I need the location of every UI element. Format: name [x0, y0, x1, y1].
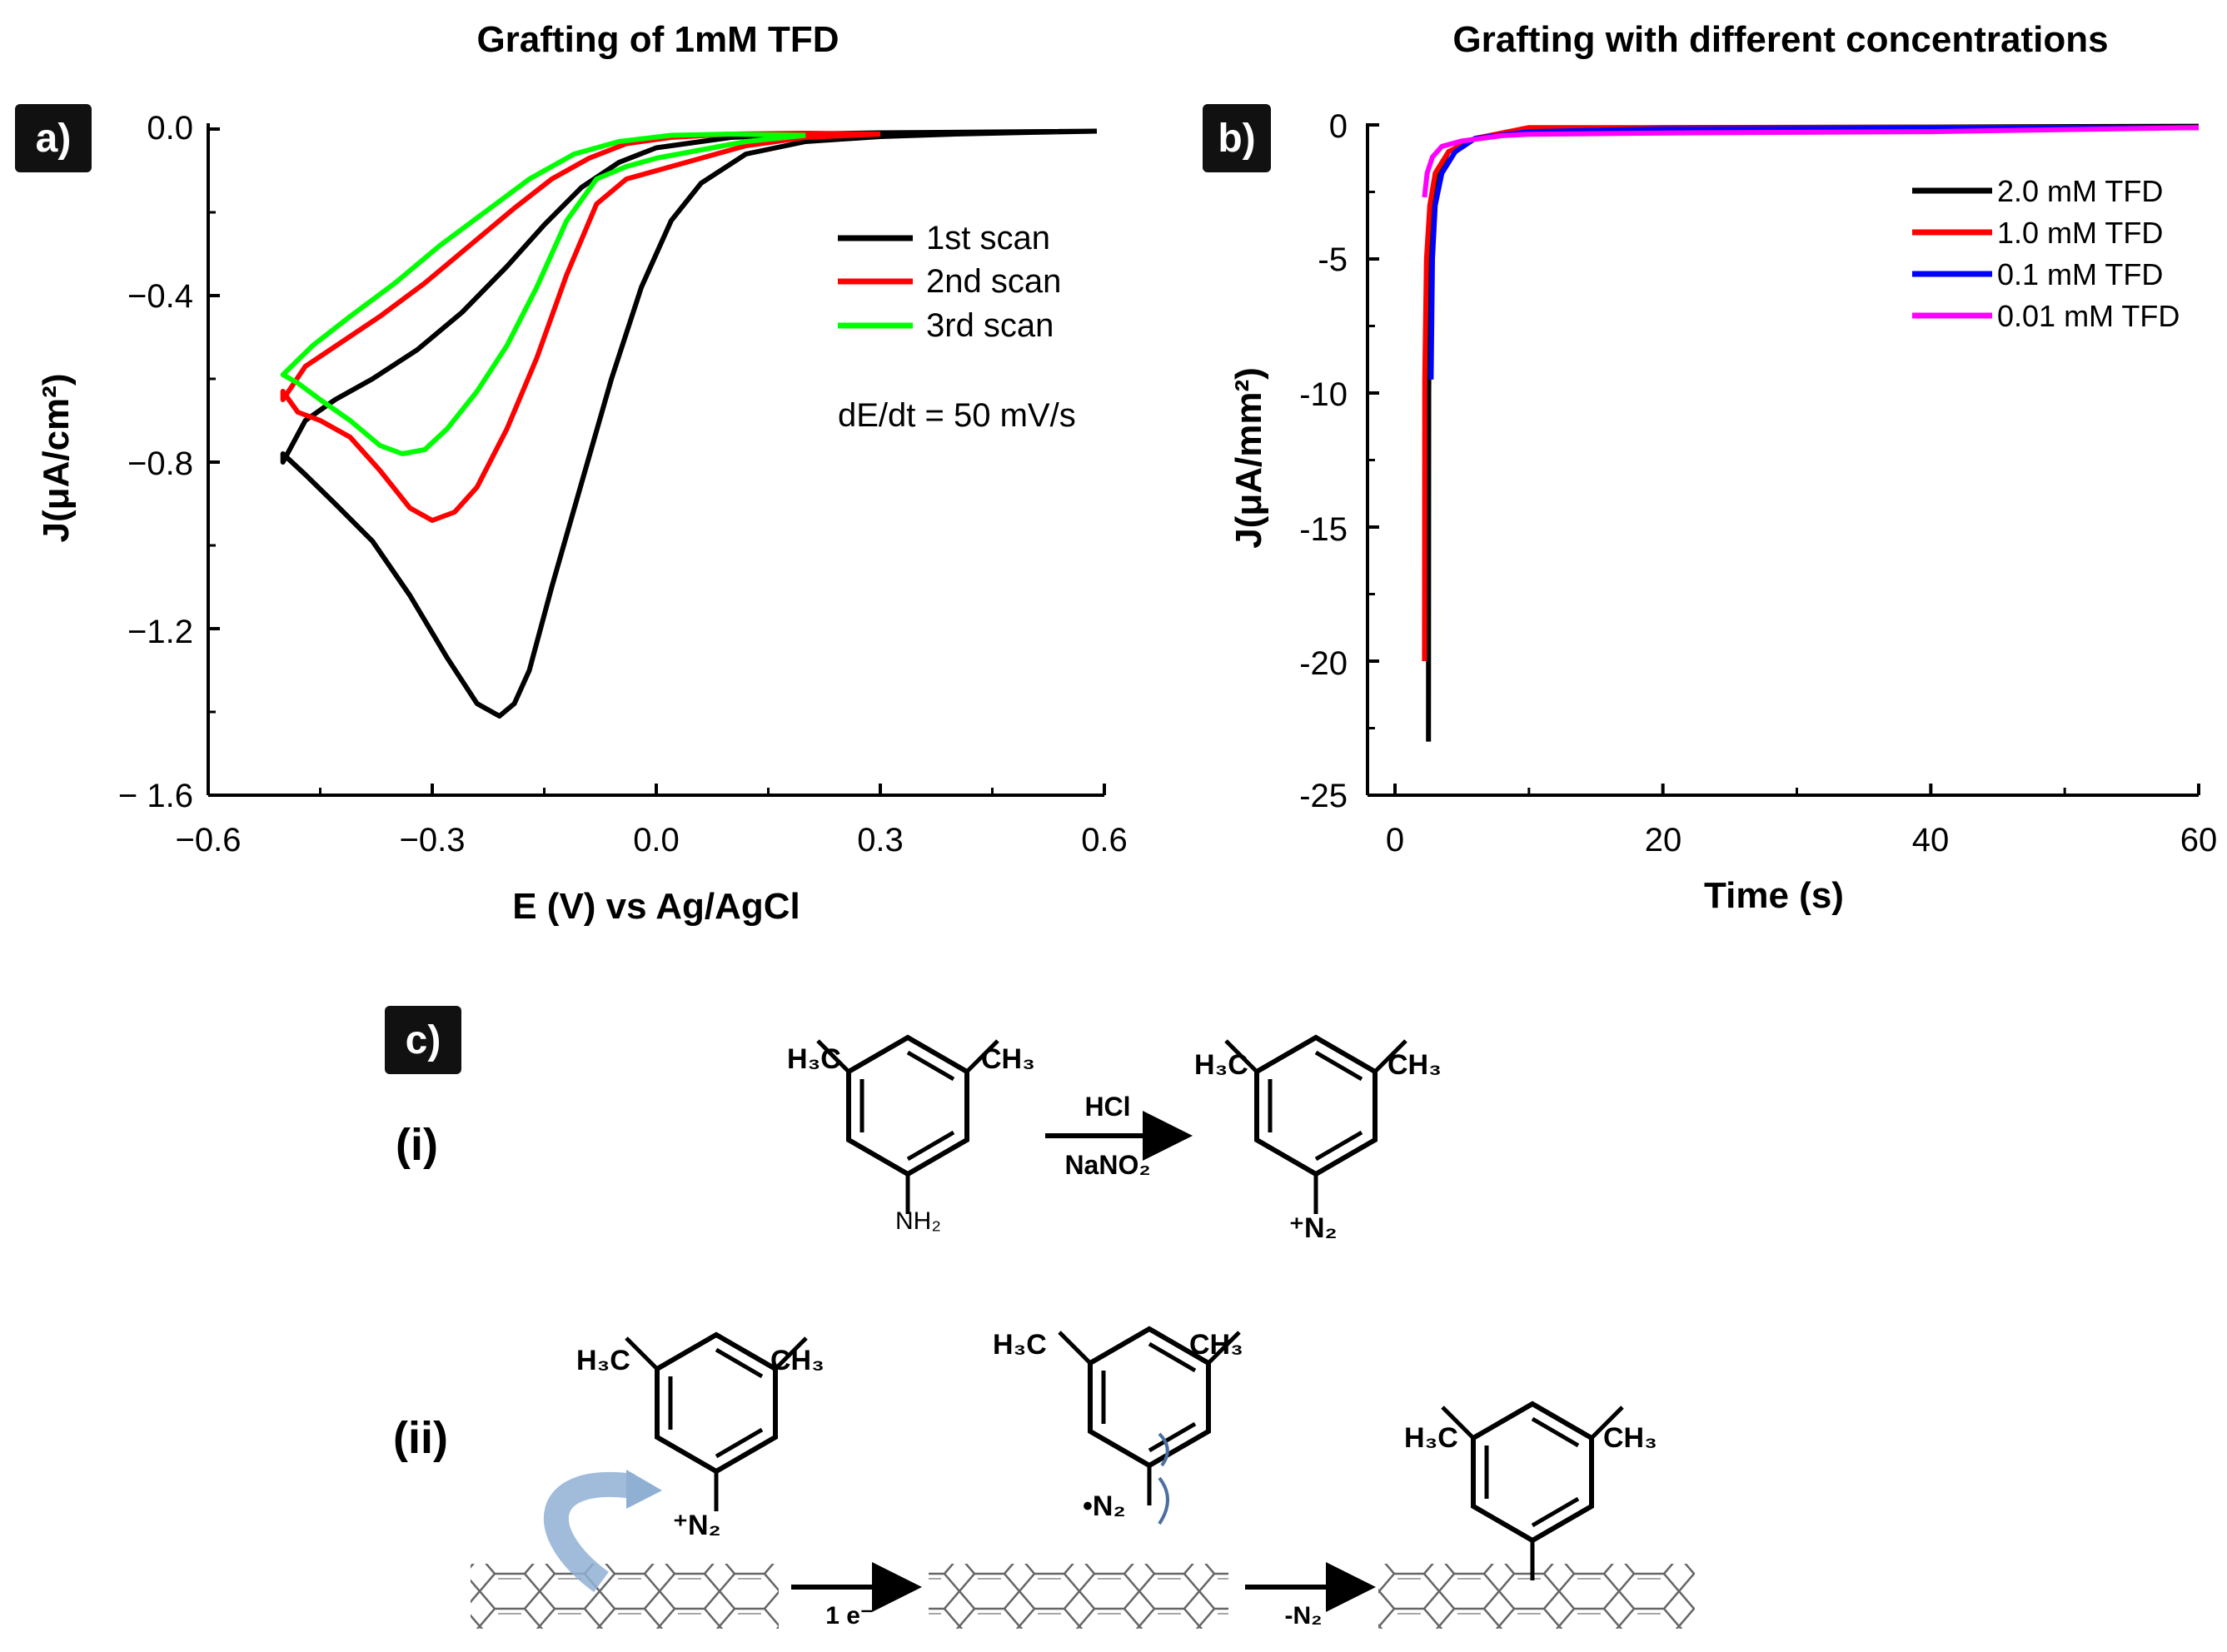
arrow-1e-label: 1 e⁻: [825, 1602, 874, 1630]
panel-c-badge: c): [406, 1018, 441, 1062]
panel-c: c) (i) (ii) H₃C CH₃: [385, 1006, 1695, 1630]
panel-b-xlabel: Time (s): [1704, 875, 1844, 916]
cv-curve-2nd-scan: [280, 131, 881, 523]
panel-a-xtick-label: 0.6: [1081, 822, 1128, 858]
panel-a-ytick-label: −1.2: [127, 614, 193, 650]
panel-b-ytick-label: 0: [1329, 108, 1348, 145]
electron-transfer-arrowhead: [626, 1470, 662, 1509]
panel-b-legend: 2.0 mM TFD 1.0 mM TFD 0.1 mM TFD 0.01 mM…: [1912, 174, 2180, 333]
aryl-radical: H₃C CH₃ •N₂: [993, 1329, 1243, 1525]
legend-label-2nd-scan: 2nd scan: [926, 263, 1061, 300]
arrow-n2-label: -N₂: [1285, 1602, 1323, 1630]
aniline-nh2: NH₂: [895, 1207, 941, 1235]
bond-cleavage-mark: [1158, 1432, 1169, 1525]
panel-b-ytick-label: -15: [1299, 511, 1348, 548]
ii-1-n2: ⁺N₂: [673, 1510, 721, 1541]
legend-label-01mm: 0.1 mM TFD: [1997, 257, 2163, 291]
electron-transfer-arrow: [544, 1472, 635, 1593]
panel-a-plot: −0.6 −0.3 0.0 0.3 0.6 0.0 −0.4 −0.8 −1.2…: [36, 110, 1128, 927]
graphene-sheet-2: [929, 1564, 1228, 1629]
legend-label-2mm: 2.0 mM TFD: [1997, 174, 2163, 208]
panel-a-badge: a): [36, 117, 72, 161]
diazonium-n2: ⁺N₂: [1289, 1212, 1338, 1244]
panel-a-badge-box: [15, 104, 92, 172]
reagent-nano2: NaNO₂: [1064, 1150, 1150, 1180]
panel-a-ticks: [207, 127, 1106, 797]
transient-curve-0-1-mM-TFD: [1428, 125, 2200, 380]
legend-label-1mm: 1.0 mM TFD: [1997, 216, 2163, 250]
diazonium-on-graphene: H₃C CH₃ ⁺N₂: [576, 1335, 825, 1541]
step-i-label: (i): [396, 1120, 438, 1170]
panel-a-xlabel: E (V) vs Ag/AgCl: [512, 886, 800, 927]
ii-2-n2: •N₂: [1083, 1490, 1126, 1522]
panel-a-curves: [280, 128, 1098, 719]
diazonium-molecule: H₃C CH₃ ⁺N₂: [1194, 1037, 1442, 1244]
panel-b-curves: [1422, 123, 2200, 742]
step-ii-label: (ii): [393, 1413, 448, 1463]
aniline-ch3: CH₃: [981, 1043, 1035, 1075]
panel-b-ytick-label: -10: [1299, 376, 1348, 413]
panel-a-ytick-label: −0.8: [127, 445, 193, 482]
ii-1-h3c: H₃C: [576, 1345, 630, 1376]
panel-a: Grafting of 1mM TFD a) −0.6 −0.3 0.0 0.3…: [15, 19, 1128, 927]
graphene-sheet-1: [471, 1564, 779, 1629]
ii-3-ch3: CH₃: [1603, 1422, 1657, 1454]
panel-a-ytick-label: − 1.6: [118, 778, 193, 814]
legend-label-001mm: 0.01 mM TFD: [1997, 299, 2180, 333]
transient-curve-0-01-mM-TFD: [1422, 125, 2200, 198]
legend-label-3rd-scan: 3rd scan: [926, 307, 1054, 344]
panel-a-xtick-label: 0.3: [857, 822, 904, 858]
panel-a-ytick-label: −0.4: [127, 278, 193, 315]
aniline-h3c: H₃C: [787, 1043, 841, 1075]
reagent-hcl: HCl: [1084, 1092, 1130, 1122]
ii-1-ch3: CH₃: [770, 1345, 825, 1376]
panel-b-ytick-label: -5: [1318, 241, 1348, 278]
panel-a-xtick-label: 0.0: [633, 822, 680, 858]
grafted-aryl: H₃C CH₃: [1404, 1404, 1657, 1580]
panel-b-xtick-label: 40: [1912, 822, 1950, 858]
panel-a-xtick-label: −0.6: [176, 822, 242, 858]
panel-a-legend: 1st scan 2nd scan 3rd scan: [838, 220, 1061, 344]
cv-curve-3rd-scan: [280, 132, 806, 456]
panel-b-ylabel: J(μA/mm²): [1228, 367, 1269, 549]
cv-curve-1st-scan: [280, 128, 1098, 719]
panel-b-ticks: [1368, 123, 2200, 797]
panel-b-title: Grafting with different concentrations: [1452, 19, 2108, 60]
panel-a-ytick-label: 0.0: [147, 110, 193, 147]
panel-b-badge: b): [1218, 117, 1255, 161]
ii-2-h3c: H₃C: [993, 1329, 1047, 1361]
diazonium-h3c: H₃C: [1194, 1049, 1248, 1081]
panel-b-xtick-label: 60: [2180, 822, 2218, 858]
ii-2-ch3: CH₃: [1189, 1329, 1243, 1361]
panel-a-ylabel: J(μA/cm²): [36, 374, 77, 543]
panel-b-ytick-label: -20: [1299, 645, 1348, 682]
panel-a-title: Grafting of 1mM TFD: [476, 19, 839, 60]
graphene-sheet-3: [1378, 1564, 1695, 1629]
panel-c-badge-box: [385, 1006, 461, 1074]
panel-a-xtick-label: −0.3: [400, 822, 466, 858]
aniline-molecule: H₃C CH₃ NH₂: [787, 1037, 1035, 1235]
panel-b-plot: 0 20 40 60 0 -5 -10 -15 -20 -25 Time (s)…: [1228, 108, 2217, 916]
panel-b: Grafting with different concentrations b…: [1203, 19, 2217, 916]
panel-b-ytick-label: -25: [1299, 778, 1348, 814]
scan-rate-annotation: dE/dt = 50 mV/s: [838, 397, 1076, 434]
legend-label-1st-scan: 1st scan: [926, 220, 1050, 256]
ii-3-h3c: H₃C: [1404, 1422, 1458, 1454]
diazonium-ch3: CH₃: [1388, 1049, 1442, 1081]
panel-b-xtick-label: 20: [1645, 822, 1682, 858]
panel-b-xtick-label: 0: [1386, 822, 1404, 858]
panel-b-badge-box: [1203, 104, 1271, 172]
